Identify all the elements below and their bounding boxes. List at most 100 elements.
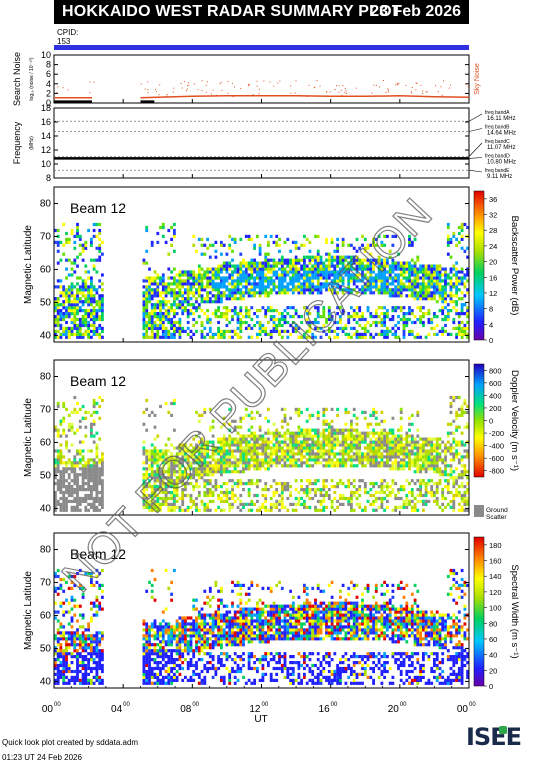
heatmap-cell [237, 461, 240, 464]
colorbar-tick-label: 36 [489, 195, 497, 204]
heatmap-cell [331, 441, 334, 444]
heatmap-cell [444, 449, 447, 452]
heatmap-cell [264, 315, 267, 318]
heatmap-cell [226, 265, 229, 268]
heatmap-cell [458, 441, 461, 444]
heatmap-cell [145, 315, 148, 318]
heatmap-cell [317, 441, 320, 444]
heatmap-cell [71, 411, 74, 414]
heatmap-cell [461, 408, 464, 411]
heatmap-cell [392, 446, 395, 449]
heatmap-cell [93, 259, 96, 262]
heatmap-cell [298, 288, 301, 291]
heatmap-cell [198, 294, 201, 297]
heatmap-cell [231, 452, 234, 455]
heatmap-cell [364, 485, 367, 488]
heatmap-cell [93, 309, 96, 312]
heatmap-cell [367, 452, 370, 455]
heatmap-cell [411, 461, 414, 464]
heatmap-cell [248, 458, 251, 461]
heatmap-cell [237, 497, 240, 500]
heatmap-cell [430, 297, 433, 300]
heatmap-cell [242, 503, 245, 506]
heatmap-cell [145, 336, 148, 339]
heatmap-cell [62, 491, 65, 494]
heatmap-cell [226, 276, 229, 279]
heatmap-cell [170, 402, 173, 405]
heatmap-cell [270, 276, 273, 279]
heatmap-cell [98, 318, 101, 321]
heatmap-cell [361, 509, 364, 512]
heatmap-cell [145, 303, 148, 306]
heatmap-cell [262, 503, 265, 506]
heatmap-cell [433, 265, 436, 268]
heatmap-cell [309, 250, 312, 253]
heatmap-cell [386, 452, 389, 455]
heatmap-cell [364, 324, 367, 327]
heatmap-cell [73, 491, 76, 494]
heatmap-cell [400, 279, 403, 282]
heatmap-cell [170, 238, 173, 241]
heatmap-cell [270, 497, 273, 500]
heatmap-cell [342, 446, 345, 449]
heatmap-cell [57, 429, 60, 432]
heatmap-cell [226, 294, 229, 297]
heatmap-cell [76, 333, 79, 336]
heatmap-cell [206, 482, 209, 485]
heatmap-cell [250, 262, 253, 265]
heatmap-cell [300, 497, 303, 500]
heatmap-cell [284, 279, 287, 282]
heatmap-cell [98, 482, 101, 485]
noise-speckle [216, 95, 217, 96]
heatmap-cell [79, 330, 82, 333]
noise-speckle [422, 93, 423, 94]
heatmap-cell [381, 452, 384, 455]
heatmap-cell [416, 452, 419, 455]
heatmap-cell [217, 291, 220, 294]
heatmap-cell [90, 303, 93, 306]
heatmap-cell [405, 324, 408, 327]
heatmap-cell [367, 432, 370, 435]
heatmap-cell [333, 250, 336, 253]
heatmap-cell [234, 309, 237, 312]
heatmap-cell [143, 321, 146, 324]
heatmap-cell [154, 446, 157, 449]
heatmap-cell [190, 497, 193, 500]
heatmap-cell [209, 291, 212, 294]
heatmap-cell [345, 438, 348, 441]
heatmap-cell [353, 429, 356, 432]
heatmap-cell [264, 327, 267, 330]
heatmap-cell [298, 247, 301, 250]
heatmap-cell [289, 503, 292, 506]
heatmap-cell [394, 455, 397, 458]
heatmap-cell [333, 455, 336, 458]
heatmap-cell [403, 336, 406, 339]
heatmap-cell [361, 452, 364, 455]
heatmap-cell [461, 276, 464, 279]
heatmap-cell [145, 306, 148, 309]
heatmap-cell [62, 327, 65, 330]
heatmap-cell [57, 455, 60, 458]
heatmap-cell [60, 479, 63, 482]
heatmap-cell [273, 438, 276, 441]
heatmap-cell [411, 265, 414, 268]
heatmap-cell [356, 429, 359, 432]
heatmap-cell [394, 435, 397, 438]
heatmap-cell [381, 482, 384, 485]
heatmap-cell [358, 336, 361, 339]
heatmap-cell [400, 294, 403, 297]
heatmap-cell [62, 333, 65, 336]
heatmap-cell [173, 309, 176, 312]
heatmap-cell [400, 306, 403, 309]
heatmap-cell [242, 273, 245, 276]
heatmap-cell [65, 470, 68, 473]
heatmap-cell [262, 458, 265, 461]
heatmap-cell [82, 417, 85, 420]
heatmap-cell [408, 441, 411, 444]
heatmap-cell [461, 509, 464, 512]
heatmap-cell [347, 435, 350, 438]
heatmap-cell [270, 259, 273, 262]
heatmap-cell [57, 485, 60, 488]
heatmap-cell [450, 288, 453, 291]
heatmap-cell [306, 485, 309, 488]
